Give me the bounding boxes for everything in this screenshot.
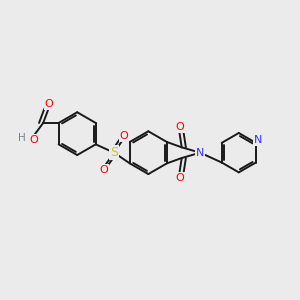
Text: S: S [110,146,118,159]
Text: N: N [254,136,262,146]
Text: O: O [120,131,128,141]
Text: O: O [29,135,38,145]
Text: O: O [176,173,184,183]
Text: O: O [45,99,53,109]
Text: O: O [176,122,184,132]
Text: H: H [18,133,26,143]
Text: O: O [99,165,108,175]
Text: N: N [196,148,204,158]
